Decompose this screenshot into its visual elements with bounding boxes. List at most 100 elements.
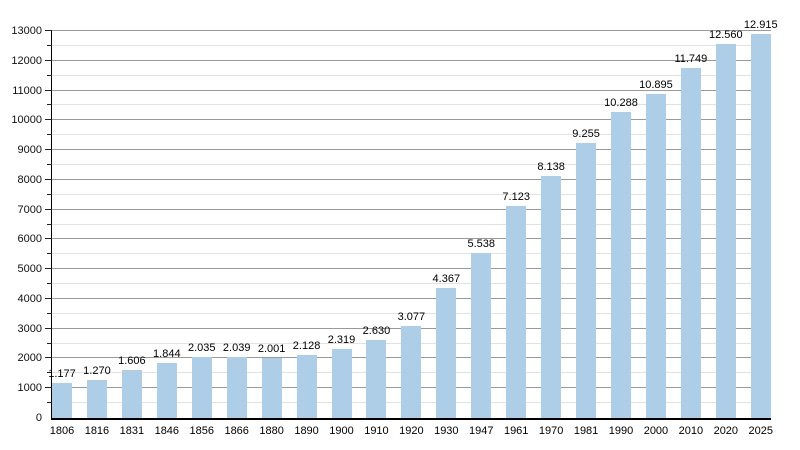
bar: 2.035 1856: [188, 342, 216, 437]
x-axis-label: 1890: [294, 425, 319, 437]
x-axis-label: 1990: [608, 425, 634, 437]
bar-value-label: 2.001: [257, 343, 286, 356]
minor-tick: [47, 342, 52, 344]
bar-value-label: 2.630: [362, 324, 391, 337]
x-axis-label: 1846: [154, 425, 180, 437]
minor-gridline: [52, 312, 771, 314]
bar: 2.128 1890: [293, 340, 321, 437]
minor-gridline: [52, 44, 771, 46]
y-axis-label: 10000: [11, 114, 42, 127]
minor-tick: [47, 193, 52, 195]
y-axis-label: 5000: [17, 263, 42, 276]
minor-tick: [47, 283, 52, 285]
y-axis-label: 9000: [17, 144, 42, 157]
major-tick: [45, 30, 52, 31]
bar-value-label: 2.128: [292, 339, 321, 352]
bar: 12.560 2020: [709, 29, 743, 437]
bar-value-label: 10.288: [604, 96, 638, 109]
bar: 2.319 1900: [328, 334, 356, 437]
major-tick: [45, 89, 52, 91]
x-axis-label: 1910: [364, 425, 389, 437]
major-gridline: [52, 119, 771, 121]
bar: 1.606 1831: [118, 355, 146, 437]
minor-tick: [47, 104, 52, 106]
major-gridline: [52, 149, 771, 151]
x-axis-label: 2010: [678, 425, 704, 437]
major-tick: [45, 357, 52, 359]
x-axis-label: 1880: [259, 425, 284, 437]
bar: 1.844 1846: [153, 348, 181, 437]
major-tick: [45, 387, 52, 389]
x-axis-label: 2000: [643, 425, 669, 437]
x-axis-label: 1930: [434, 425, 459, 437]
plot-area: 1.177 1806 1.270 1816 1.606 1831 1.844 1846 2.03…: [45, 19, 778, 438]
minor-tick: [47, 223, 52, 225]
bar-value-label: 10.895: [639, 78, 673, 91]
major-gridline: [52, 297, 771, 299]
bar-value-label: 2.035: [187, 342, 216, 355]
major-gridline: [52, 208, 771, 210]
minor-gridline: [52, 193, 771, 195]
minor-gridline: [52, 283, 771, 285]
minor-tick: [47, 163, 52, 165]
bar-value-label: 4.367: [432, 273, 461, 285]
y-axis-label: 11000: [12, 84, 42, 97]
major-gridline: [52, 30, 771, 31]
bar-value-label: 1.177: [48, 367, 76, 380]
y-axis-label: 0: [35, 412, 42, 424]
bar-value-label: 2.039: [222, 342, 251, 355]
y-axis-label: 13000: [11, 25, 42, 37]
minor-gridline: [52, 134, 771, 136]
major-tick: [45, 178, 52, 180]
x-axis-label: 1961: [503, 425, 529, 437]
bar: 2.039 1866: [223, 342, 251, 437]
x-axis-label: 1900: [329, 425, 354, 437]
bar: 4.367 1930: [433, 273, 461, 437]
x-axis-label: 1831: [119, 425, 145, 437]
y-axis-label: 4000: [17, 292, 42, 305]
minor-tick: [47, 74, 52, 76]
major-tick: [45, 149, 52, 151]
minor-tick: [47, 312, 52, 314]
bar: 8.138 1970: [537, 161, 565, 437]
major-tick: [45, 268, 52, 270]
major-tick: [45, 297, 52, 299]
bar-value-label: 3.077: [397, 311, 426, 324]
minor-tick: [47, 402, 52, 404]
x-axis-label: 1806: [49, 425, 75, 437]
bar-value-label: 2.319: [327, 333, 356, 346]
y-axis-label: 12000: [11, 54, 42, 67]
major-tick: [45, 327, 52, 329]
minor-gridline: [52, 253, 771, 255]
x-axis-label: 1816: [84, 425, 110, 437]
bar: 2.630 1910: [363, 325, 391, 437]
bar: 9.255 1981: [572, 128, 600, 438]
y-axis-ticks: [45, 30, 771, 418]
major-gridline: [52, 89, 771, 91]
y-axis-label: 6000: [17, 233, 42, 246]
bar-value-label: 5.538: [467, 238, 496, 251]
bar-value-label: 8.138: [537, 160, 565, 173]
minor-gridline: [52, 74, 771, 76]
major-tick: [45, 238, 52, 240]
bar: 11.749 2010: [674, 53, 707, 437]
x-axis-label: 1920: [399, 425, 424, 437]
y-axis-label: 3000: [17, 322, 42, 335]
major-tick: [45, 59, 52, 61]
bar-value-label: 1.844: [153, 348, 181, 361]
bar: 1.270 1816: [83, 365, 111, 437]
bar-value-label: 1.606: [118, 355, 146, 368]
minor-gridline: [52, 163, 771, 165]
bar: 5.538 1947: [467, 238, 495, 437]
minor-tick: [47, 44, 52, 46]
bar: 12.915 2025: [744, 19, 778, 437]
minor-tick: [47, 134, 52, 136]
major-tick: [45, 208, 52, 210]
minor-tick: [47, 372, 52, 374]
y-axis-label: 7000: [17, 203, 42, 216]
bar-value-label: 9.255: [572, 127, 600, 140]
x-axis-label: 1981: [573, 425, 599, 437]
bar-value-label: 7.123: [502, 190, 530, 203]
bar-value-label: 12.915: [743, 18, 778, 31]
